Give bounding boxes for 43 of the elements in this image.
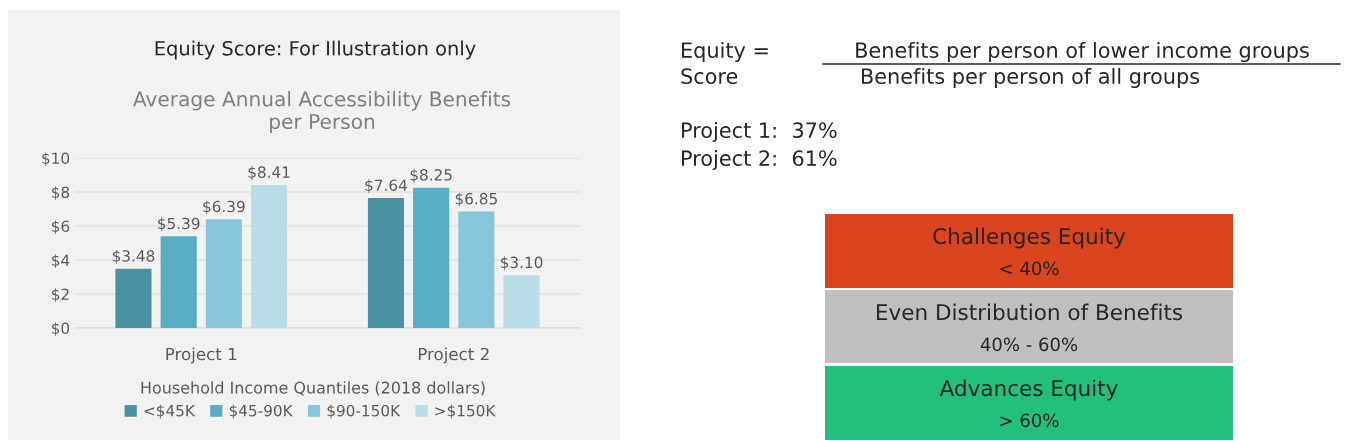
data-label: $3.48	[112, 249, 155, 264]
data-label: $7.64	[365, 179, 407, 194]
bar	[205, 219, 242, 328]
text: 40% - 60%	[980, 337, 1078, 352]
text: Even Distribution of Benefits	[877, 303, 1183, 321]
y-tick-label: $0	[51, 322, 70, 337]
chart-title: Equity Score: For Illustration only	[155, 40, 476, 60]
bar	[413, 187, 450, 328]
data-label: $5.39	[158, 217, 200, 232]
text: Project 1: 37%	[682, 121, 837, 143]
text: Equity =	[682, 41, 768, 63]
y-tick-label: $10	[42, 152, 70, 167]
y-tick-label: $8	[51, 186, 70, 201]
legend-label: $90-150K	[327, 404, 401, 419]
bar	[160, 236, 197, 328]
text: Benefits per person of lower income groups	[856, 41, 1309, 63]
x-axis-title: Household Income Quantiles (2018 dollars)	[141, 381, 485, 396]
legend-label: $45-90K	[229, 404, 293, 419]
data-label: $8.25	[410, 168, 452, 183]
text: < 40%	[1000, 261, 1059, 276]
text: > 60%	[1000, 413, 1059, 428]
data-label: $6.39	[203, 200, 245, 215]
text: Score	[681, 68, 738, 85]
text: Advances Equity	[939, 379, 1118, 401]
y-tick-label: $6	[51, 220, 70, 235]
text: Project 2: 61%	[682, 149, 837, 171]
text: Challenges Equity	[933, 227, 1126, 249]
bar	[367, 198, 405, 328]
text: Benefits per person of all groups	[861, 67, 1200, 89]
data-label: $3.10	[500, 256, 543, 271]
legend-label: >$150K	[435, 404, 496, 419]
y-tick-label: $2	[51, 288, 69, 303]
y-tick-label: $4	[51, 254, 70, 269]
data-label: $6.85	[455, 192, 497, 207]
data-label: $8.41	[248, 166, 290, 180]
x-tick-label: Project 2	[418, 347, 489, 364]
x-tick-label: Project 1	[166, 347, 237, 364]
bar	[458, 211, 495, 328]
bar	[250, 185, 288, 328]
bar	[115, 268, 152, 328]
chart-subtitle: Average Annual Accessibility Benefits per Person	[133, 90, 511, 134]
legend-label: <$45K	[144, 404, 196, 419]
bar	[503, 275, 540, 328]
